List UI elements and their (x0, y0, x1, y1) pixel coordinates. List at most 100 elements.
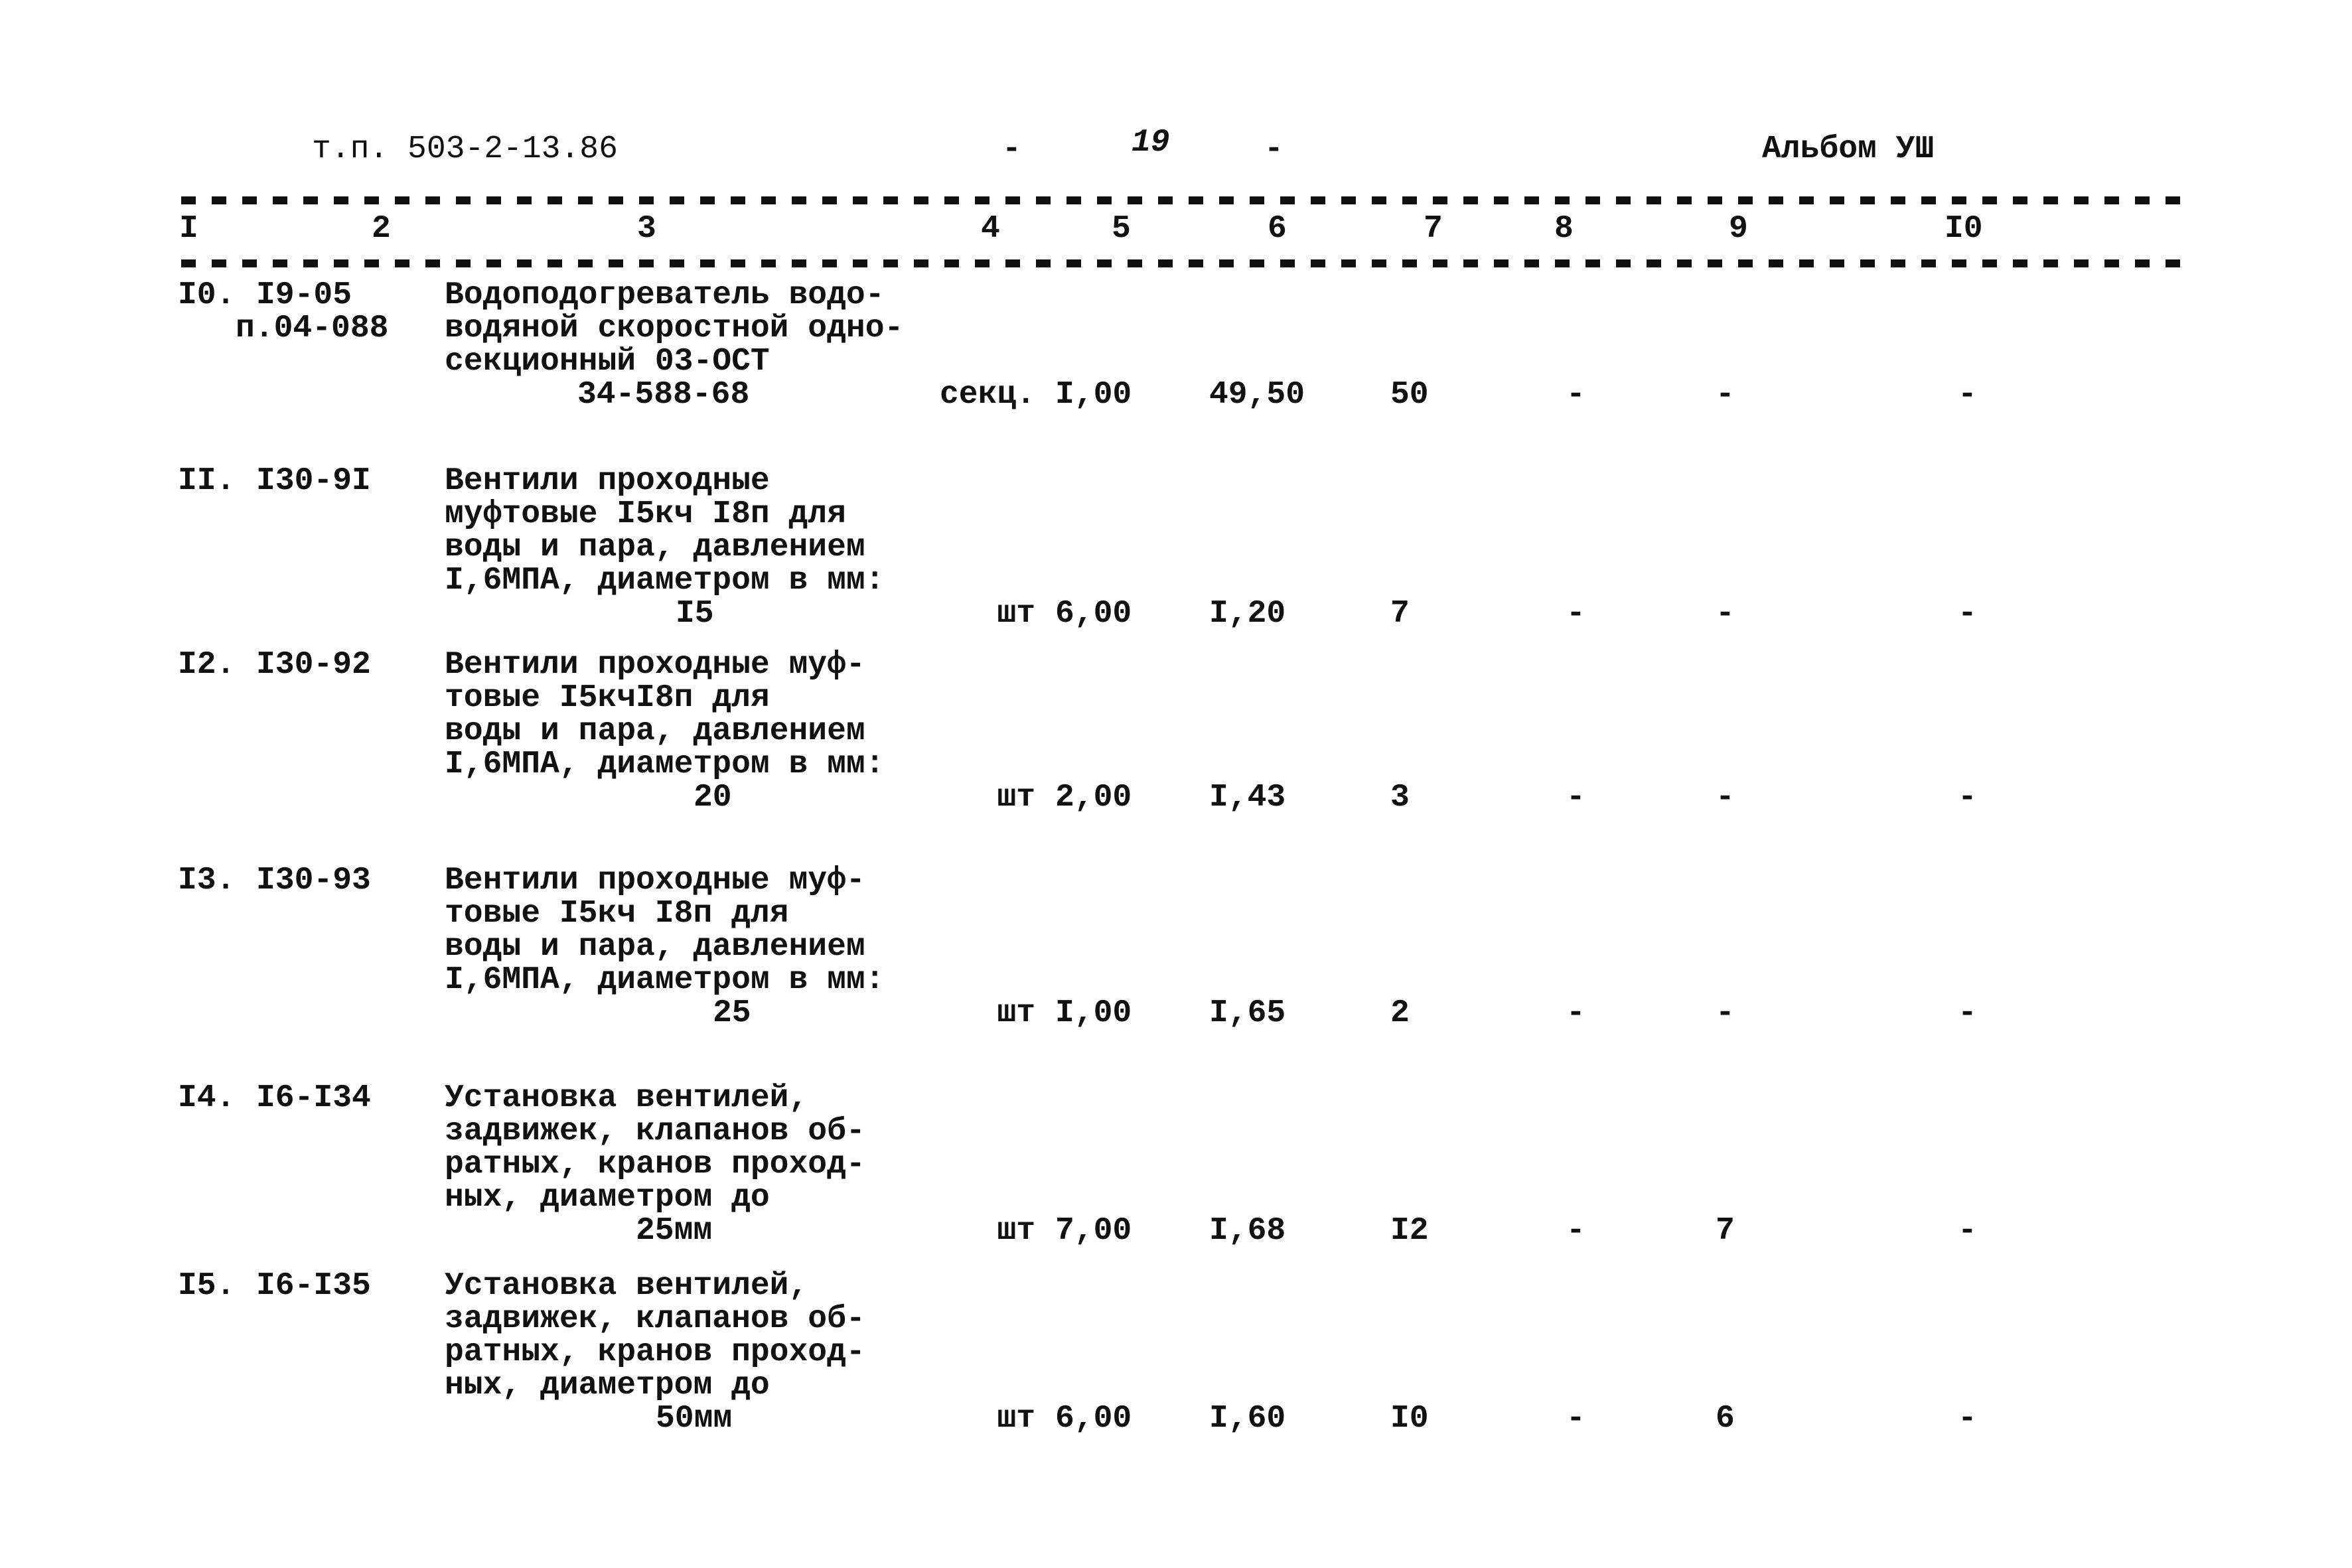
column-8-value: - (1566, 596, 1585, 632)
description-line: Водоподогреватель водо- (445, 277, 885, 313)
column-9-value: - (1716, 995, 1735, 1031)
column-7-value: I0 (1390, 1401, 1429, 1437)
quantity: 7,00 (1055, 1213, 1132, 1249)
column-8-value: - (1566, 995, 1585, 1031)
unit-price: 49,50 (1209, 377, 1305, 413)
column-10-value: - (1958, 1213, 1977, 1249)
description-tail: 25 (713, 995, 751, 1031)
norm-code: I6-I34 (256, 1080, 371, 1116)
unit: шт (997, 1401, 1035, 1437)
description-tail: 34-588-68 (577, 377, 750, 413)
description-line: задвижек, клапанов об- (445, 1301, 865, 1337)
norm-code: I6-I35 (256, 1268, 371, 1304)
row-number: I5. (178, 1268, 236, 1304)
description-line: I,6МПА, диаметром в мм: (445, 747, 885, 782)
description-line: I,6МПА, диаметром в мм: (445, 962, 885, 998)
description-line: ратных, кранов проход- (445, 1334, 865, 1370)
column-10-value: - (1958, 596, 1977, 632)
quantity: I,00 (1055, 377, 1132, 413)
description-line: ных, диаметром до (445, 1368, 770, 1403)
row-number: I0. (178, 277, 236, 313)
column-9-value: - (1716, 377, 1735, 413)
column-7-value: 3 (1390, 780, 1410, 816)
unit-price: I,65 (1209, 995, 1286, 1031)
description-line: секционный 03-ОСТ (445, 344, 770, 380)
unit-price: I,60 (1209, 1401, 1286, 1437)
norm-code: I30-9I (256, 463, 371, 499)
description-tail: I5 (676, 596, 714, 632)
description-line: воды и пара, давлением (445, 530, 865, 565)
description-line: Вентили проходные муф- (445, 863, 865, 898)
unit-price: I,68 (1209, 1213, 1286, 1249)
unit: шт (997, 780, 1035, 816)
column-8-value: - (1566, 1401, 1585, 1437)
column-number: 8 (1554, 211, 1574, 247)
column-7-value: 2 (1390, 995, 1410, 1031)
column-10-value: - (1958, 1401, 1977, 1437)
quantity: I,00 (1055, 995, 1132, 1031)
column-7-value: 50 (1390, 377, 1429, 413)
column-8-value: - (1566, 1213, 1585, 1249)
dashed-divider-top (181, 196, 2192, 204)
norm-code: I9-05 (256, 277, 352, 313)
column-number: 7 (1424, 211, 1443, 247)
column-9-value: - (1716, 780, 1735, 816)
norm-code: п.04-088 (236, 311, 389, 346)
unit: шт (997, 1213, 1035, 1249)
description-tail: 25мм (636, 1213, 713, 1249)
unit-price: I,20 (1209, 596, 1286, 632)
description-line: задвижек, клапанов об- (445, 1113, 865, 1149)
description-line: I,6МПА, диаметром в мм: (445, 563, 885, 599)
description-line: муфтовые I5кч I8п для (445, 496, 846, 532)
description-line: товые I5кчI8п для (445, 680, 770, 716)
description-line: водяной скоростной одно- (445, 311, 904, 346)
column-10-value: - (1958, 995, 1977, 1031)
row-number: I2. (178, 647, 236, 683)
column-number: 2 (372, 211, 391, 247)
quantity: 6,00 (1055, 1401, 1132, 1437)
page-number-dash-right: - (1264, 131, 1284, 167)
description-line: воды и пара, давлением (445, 713, 865, 749)
unit: секц. (939, 377, 1035, 413)
description-line: ратных, кранов проход- (445, 1147, 865, 1182)
row-number: I3. (178, 863, 236, 898)
column-9-value: - (1716, 596, 1735, 632)
unit: шт (997, 995, 1035, 1031)
page-number: 19 (1132, 125, 1170, 161)
column-number: 6 (1268, 211, 1287, 247)
column-7-value: 7 (1390, 596, 1410, 632)
column-10-value: - (1958, 780, 1977, 816)
column-7-value: I2 (1390, 1213, 1429, 1249)
column-10-value: - (1958, 377, 1977, 413)
description-tail: 20 (694, 780, 732, 816)
document-code: т.п. 503-2-13.86 (312, 131, 618, 167)
description-line: Установка вентилей, (445, 1080, 808, 1116)
quantity: 2,00 (1055, 780, 1132, 816)
row-number: II. (178, 463, 236, 499)
description-line: воды и пара, давлением (445, 929, 865, 965)
column-number: I0 (1945, 211, 1983, 247)
description-tail: 50мм (656, 1401, 733, 1437)
quantity: 6,00 (1055, 596, 1132, 632)
description-line: Вентили проходные муф- (445, 647, 865, 683)
column-number: I (179, 211, 198, 247)
column-8-value: - (1566, 377, 1585, 413)
description-line: ных, диаметром до (445, 1180, 770, 1216)
norm-code: I30-92 (256, 647, 371, 683)
unit-price: I,43 (1209, 780, 1286, 816)
column-9-value: 7 (1716, 1213, 1735, 1249)
column-number: 5 (1112, 211, 1131, 247)
page-number-dash-left: - (1002, 131, 1021, 167)
column-8-value: - (1566, 780, 1585, 816)
description-line: товые I5кч I8п для (445, 896, 789, 932)
album-label: Альбом УШ (1762, 131, 1935, 167)
unit: шт (997, 596, 1035, 632)
description-line: Вентили проходные (445, 463, 770, 499)
description-line: Установка вентилей, (445, 1268, 808, 1304)
norm-code: I30-93 (256, 863, 371, 898)
column-number: 9 (1729, 211, 1748, 247)
row-number: I4. (178, 1080, 236, 1116)
column-number: 4 (981, 211, 1000, 247)
column-number: 3 (637, 211, 656, 247)
dashed-divider-bottom (181, 259, 2192, 267)
